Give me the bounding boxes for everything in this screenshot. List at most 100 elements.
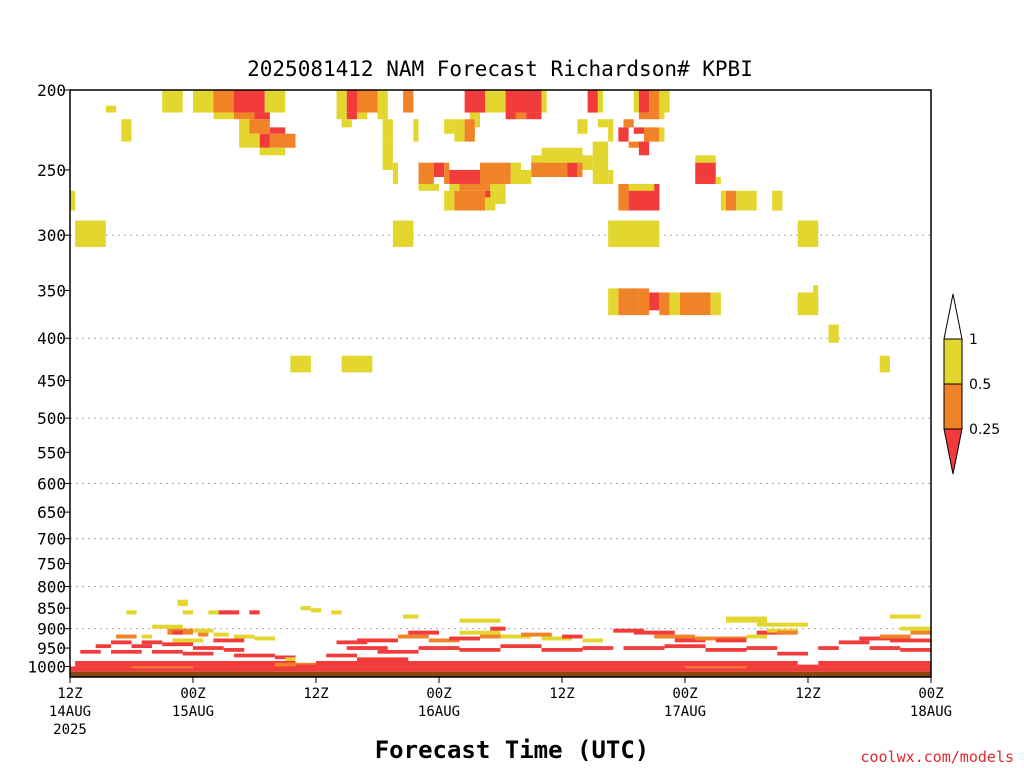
heatmap-cell	[75, 220, 106, 247]
heatmap-cell	[408, 630, 439, 635]
heatmap-cell	[485, 190, 491, 198]
heatmap-cell	[239, 133, 260, 148]
heatmap-cell	[638, 112, 660, 120]
heatmap-cell	[726, 190, 737, 211]
heatmap-cell	[141, 634, 152, 639]
x-tick-label: 00Z	[180, 686, 205, 702]
heatmap-cell	[131, 666, 193, 669]
heatmap-cell	[295, 664, 316, 669]
heatmap-cell	[659, 292, 670, 316]
heatmap-cell	[444, 119, 455, 134]
heatmap-cell	[608, 169, 614, 184]
chart-title: 2025081412 NAM Forecast Richardson# KPBI	[247, 57, 753, 81]
heatmap-cell	[459, 630, 501, 635]
heatmap-cell	[326, 653, 357, 658]
y-tick-label: 550	[37, 443, 66, 462]
heatmap-cell	[331, 610, 342, 615]
heatmap-cell	[392, 162, 398, 184]
heatmap-cell	[444, 190, 455, 211]
heatmap-cell	[218, 610, 240, 615]
heatmap-cell	[587, 90, 598, 113]
heatmap-cell	[797, 292, 819, 316]
heatmap-cell	[182, 610, 193, 615]
heatmap-cell	[818, 646, 839, 650]
x-tick-label: 00Z	[918, 686, 943, 702]
heatmap-cell	[208, 610, 219, 615]
heatmap-cell	[346, 646, 388, 650]
heatmap-cell	[454, 190, 486, 211]
heatmap-cell	[213, 638, 245, 643]
heatmap-cell	[695, 636, 747, 641]
heatmap-cell	[290, 355, 311, 373]
y-tick-label: 300	[37, 226, 66, 245]
heatmap-cell	[382, 119, 393, 142]
heatmap-cell	[459, 648, 501, 652]
heatmap-cell	[495, 190, 506, 205]
heatmap-cell	[674, 638, 706, 643]
heatmap-cell	[469, 112, 480, 120]
heatmap-cells	[70, 90, 931, 672]
heatmap-cell	[633, 630, 675, 635]
y-tick-label: 250	[37, 161, 66, 180]
plot-frame	[69, 89, 932, 678]
heatmap-cell	[879, 634, 911, 639]
heatmap-cell	[70, 666, 931, 672]
heatmap-cell	[213, 112, 234, 120]
heatmap-cell	[644, 127, 660, 142]
x-tick-label: 12Z	[549, 686, 574, 702]
heatmap-cell	[357, 657, 409, 662]
heatmap-cell	[480, 634, 511, 639]
heatmap-cell	[562, 634, 583, 639]
heatmap-cell	[377, 90, 388, 113]
x-tick-label: 17AUG	[664, 704, 706, 720]
heatmap-cell	[357, 638, 398, 643]
heatmap-cell	[70, 190, 76, 211]
x-tick-label: 00Z	[426, 686, 451, 702]
heatmap-cell	[659, 112, 665, 120]
y-tick-label: 200	[37, 81, 66, 100]
heatmap-cell	[346, 112, 357, 120]
heatmap-cell	[582, 638, 603, 643]
y-tick-label: 800	[37, 577, 66, 596]
heatmap-cell	[300, 606, 311, 611]
y-tick-label: 500	[37, 409, 66, 428]
heatmap-cell	[628, 183, 655, 191]
heatmap-cell	[234, 90, 265, 113]
heatmap-cell	[131, 644, 152, 649]
heatmap-cell	[659, 127, 665, 142]
heatmap-cell	[715, 177, 721, 184]
heatmap-cell	[382, 141, 393, 170]
heatmap-cell	[336, 640, 368, 645]
heatmap-cell	[234, 634, 255, 639]
heatmap-cell	[254, 112, 270, 120]
y-tick-label: 1000	[27, 657, 66, 676]
heatmap-cell	[234, 112, 255, 120]
heatmap-cell	[505, 112, 516, 120]
heatmap-cell	[418, 183, 439, 191]
x-tick-label: 2025	[53, 722, 87, 738]
heatmap-cell	[777, 630, 798, 635]
heatmap-cell	[377, 649, 419, 654]
heatmap-cell	[746, 646, 778, 650]
heatmap-cell	[490, 626, 506, 631]
heatmap-cell	[213, 632, 229, 637]
x-tick-label: 16AUG	[418, 704, 460, 720]
colorbar: 1 0.5 0.25	[943, 293, 1000, 475]
heatmap-cell	[638, 141, 650, 156]
heatmap-cell	[310, 608, 322, 613]
heatmap-cell	[577, 119, 588, 134]
colorbar-tick-label: 0.5	[969, 377, 991, 393]
y-tick-label: 400	[37, 329, 66, 348]
heatmap-cell	[357, 90, 378, 113]
heatmap-cell	[182, 651, 214, 656]
heatmap-cell	[910, 630, 931, 635]
x-tick-label: 12Z	[795, 686, 820, 702]
heatmap-cell	[433, 162, 445, 178]
heatmap-cell	[582, 646, 614, 650]
heatmap-cell	[418, 646, 460, 650]
y-tick-label: 750	[37, 554, 66, 573]
heatmap-cell	[269, 133, 296, 148]
heatmap-cell	[521, 632, 552, 637]
heatmap-cell	[346, 90, 357, 113]
